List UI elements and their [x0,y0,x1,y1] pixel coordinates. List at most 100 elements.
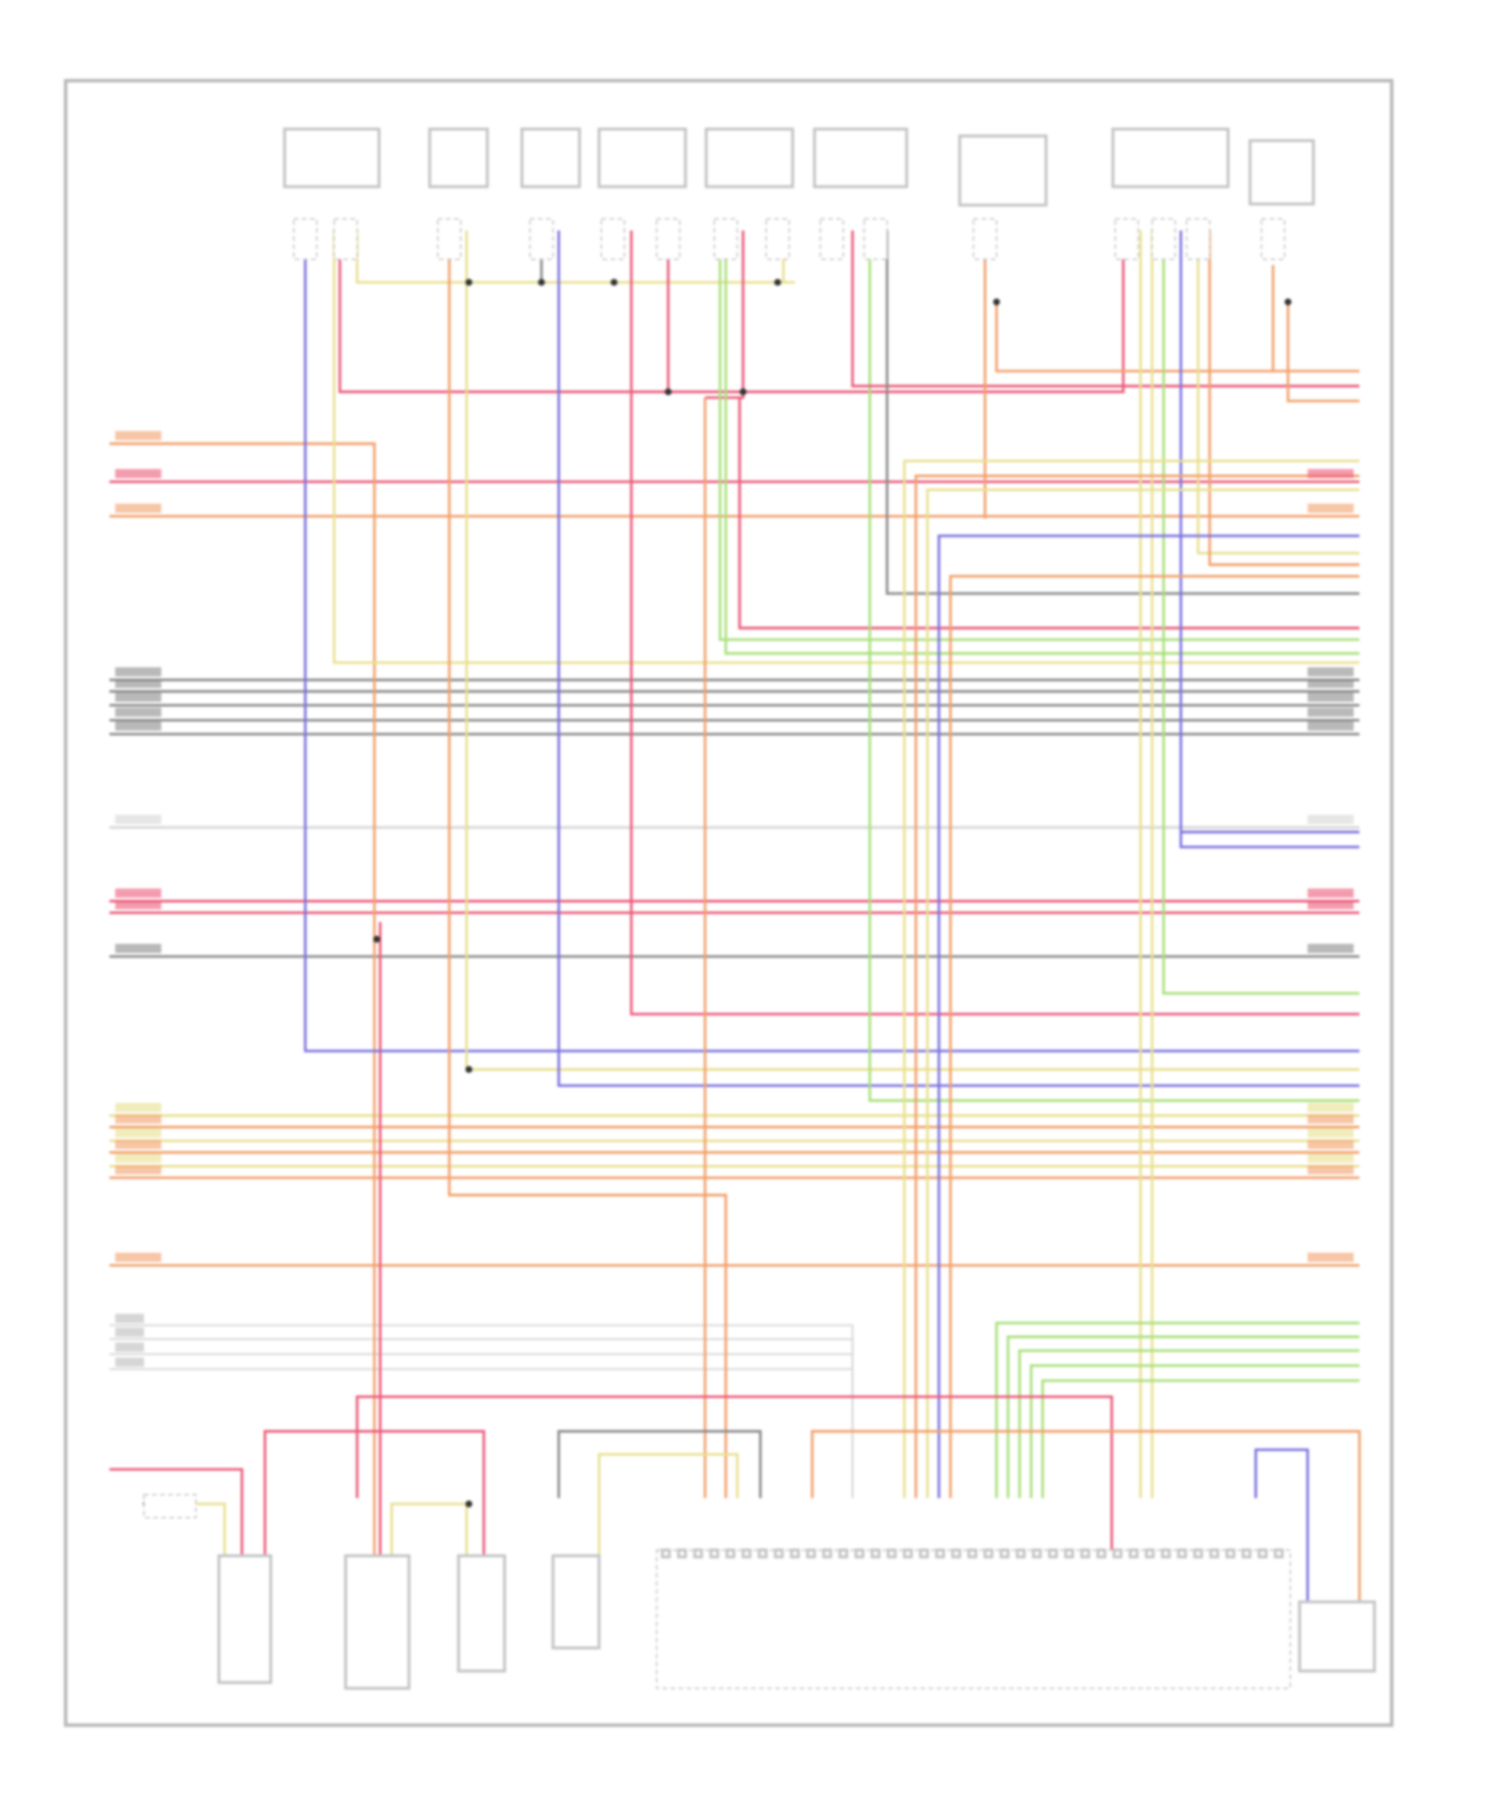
component-box [958,134,1048,207]
module-pin [1112,1548,1123,1559]
connector [655,218,681,260]
splice-point [465,1065,473,1073]
wire [355,1395,1114,1556]
connector [333,218,358,260]
wire [705,230,745,399]
connector [1151,218,1176,260]
wire-label [1307,814,1354,824]
module-pin [1064,1548,1075,1559]
wire [1208,230,1360,566]
diagram-frame [63,78,1394,1727]
wire [937,534,1360,1499]
wire [338,230,1125,394]
connector [972,218,998,260]
splice-point [664,388,672,396]
wire-label [115,1252,162,1262]
wire-label [115,707,162,717]
wire-label [1307,1102,1354,1113]
module-pin [886,1548,897,1559]
module-pin [806,1548,816,1559]
wire-label [1307,1139,1354,1149]
component-box [520,127,581,189]
wire [903,459,1360,1499]
wire-label [1307,1252,1354,1262]
module-pin [1273,1548,1284,1559]
module-pin [1015,1548,1026,1559]
splice-point [538,278,545,286]
wire-label [115,1114,162,1124]
module-pin [983,1548,994,1559]
connector [1114,218,1139,260]
wire-label [115,1153,162,1163]
wire-label [115,900,162,910]
wire [1286,301,1360,403]
connector [529,218,554,260]
module-pin [822,1548,833,1559]
sensor-component [551,1554,601,1650]
sensor-component [1298,1600,1376,1673]
connector [1185,218,1211,260]
module-pin [919,1548,929,1559]
wire [304,230,1360,1053]
wire [1162,230,1360,995]
connector [863,218,888,260]
connector [765,218,790,260]
wire [851,230,1360,388]
module-pin [1161,1548,1171,1559]
wire-label [115,888,162,898]
wire-label [1307,667,1354,677]
wire-label [1307,1114,1354,1124]
wire-label [115,678,162,688]
splice-point [373,935,381,943]
wire [810,1430,1361,1602]
module-pin [870,1548,881,1559]
connector [1260,218,1286,260]
module-pin [1128,1548,1139,1559]
wire-label [115,814,162,824]
wire [630,230,1360,1016]
splice-point [465,1500,473,1508]
wire-label [1307,900,1354,910]
wire [1254,1448,1309,1602]
wire [1179,230,1360,849]
wire-label [1307,1165,1354,1175]
module-pin [693,1548,704,1559]
wire [949,574,1360,1499]
wire-label [1307,707,1354,717]
connector [600,218,626,260]
module-pin [661,1548,671,1559]
splice-point [610,278,618,286]
wire-label [115,1327,145,1337]
wire-label [115,943,162,954]
wire-label [115,1313,145,1323]
control-module [655,1549,1292,1689]
wire-label [1307,1153,1354,1163]
module-pin [773,1548,784,1559]
wire-label [115,469,162,479]
wire [448,230,728,1499]
wire [885,230,1360,595]
wire [926,488,1360,1499]
wire-label [1307,1128,1354,1138]
wire-label [115,721,162,731]
harness-wire [109,442,376,1556]
sensor-component [217,1554,273,1684]
module-pin [1209,1548,1220,1559]
wire-label [115,1128,162,1138]
component-box [1111,127,1230,189]
wire [557,230,1360,1087]
module-pin [902,1548,913,1559]
wire-label [1307,943,1354,954]
wire-label [1307,503,1354,513]
module-pin [1031,1548,1042,1559]
module-pin [677,1548,687,1559]
wire-label [1307,678,1354,688]
splice-point [1284,298,1292,306]
module-pin [1080,1548,1091,1559]
module-pin [790,1548,800,1559]
wire-label [115,1342,145,1352]
module-pin [757,1548,768,1559]
wire [332,230,1360,664]
wire-label [1307,888,1354,898]
